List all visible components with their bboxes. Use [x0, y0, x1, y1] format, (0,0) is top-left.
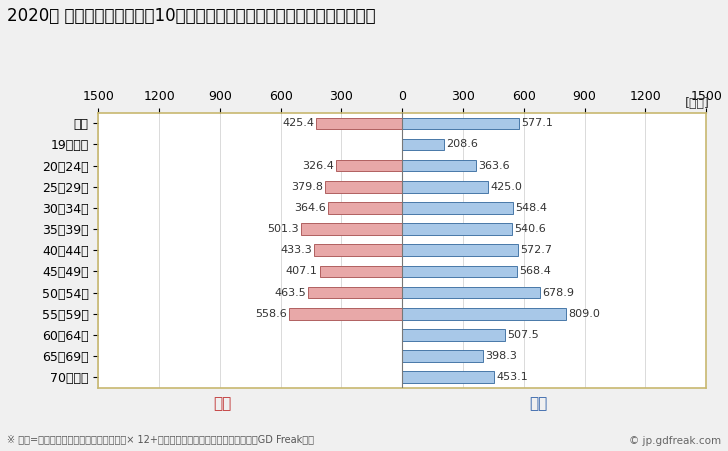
Text: 453.1: 453.1	[496, 372, 528, 382]
Text: 326.4: 326.4	[302, 161, 334, 170]
Text: 425.4: 425.4	[282, 118, 314, 129]
Bar	[289, 308, 403, 320]
Text: 463.5: 463.5	[274, 288, 306, 298]
Text: 2020年 民間企業（従業者数10人以上）フルタイム労働者の男女別平均年収: 2020年 民間企業（従業者数10人以上）フルタイム労働者の男女別平均年収	[7, 7, 376, 25]
Bar	[403, 287, 539, 299]
Bar	[336, 160, 403, 171]
Text: 540.6: 540.6	[514, 224, 545, 234]
Text: 女性: 女性	[213, 396, 232, 411]
Bar	[403, 181, 488, 193]
Text: 507.5: 507.5	[507, 330, 539, 340]
Text: 407.1: 407.1	[286, 267, 317, 276]
Text: 363.6: 363.6	[478, 161, 510, 170]
Bar	[403, 160, 476, 171]
Text: 809.0: 809.0	[568, 309, 600, 319]
Text: 548.4: 548.4	[515, 203, 547, 213]
Text: 678.9: 678.9	[542, 288, 574, 298]
Bar	[403, 244, 518, 256]
Text: 572.7: 572.7	[521, 245, 553, 255]
Bar	[403, 202, 513, 214]
Bar	[403, 223, 512, 235]
Bar	[403, 266, 518, 277]
Text: 568.4: 568.4	[519, 267, 551, 276]
Text: 501.3: 501.3	[267, 224, 298, 234]
Text: 男性: 男性	[529, 396, 548, 411]
Text: 558.6: 558.6	[256, 309, 287, 319]
Text: 379.8: 379.8	[291, 182, 323, 192]
Text: 425.0: 425.0	[491, 182, 522, 192]
Bar	[328, 202, 403, 214]
Bar	[314, 244, 403, 256]
Text: © jp.gdfreak.com: © jp.gdfreak.com	[628, 437, 721, 446]
Text: ※ 年収=「きまって支給する現金給与額」× 12+「年間賞与その他特別給与額」としてGD Freak推計: ※ 年収=「きまって支給する現金給与額」× 12+「年間賞与その他特別給与額」と…	[7, 434, 314, 444]
Bar	[403, 350, 483, 362]
Bar	[403, 138, 445, 150]
Bar	[308, 287, 403, 299]
Text: 433.3: 433.3	[281, 245, 312, 255]
Text: 208.6: 208.6	[446, 139, 478, 149]
Bar	[320, 266, 403, 277]
Bar	[325, 181, 403, 193]
Bar	[403, 372, 494, 383]
Bar	[403, 329, 505, 341]
Text: 577.1: 577.1	[521, 118, 553, 129]
Bar	[403, 118, 519, 129]
Text: [万円]: [万円]	[685, 97, 710, 110]
Bar	[316, 118, 403, 129]
Text: 364.6: 364.6	[295, 203, 326, 213]
Bar	[403, 308, 566, 320]
Text: 398.3: 398.3	[485, 351, 517, 361]
Bar	[301, 223, 403, 235]
